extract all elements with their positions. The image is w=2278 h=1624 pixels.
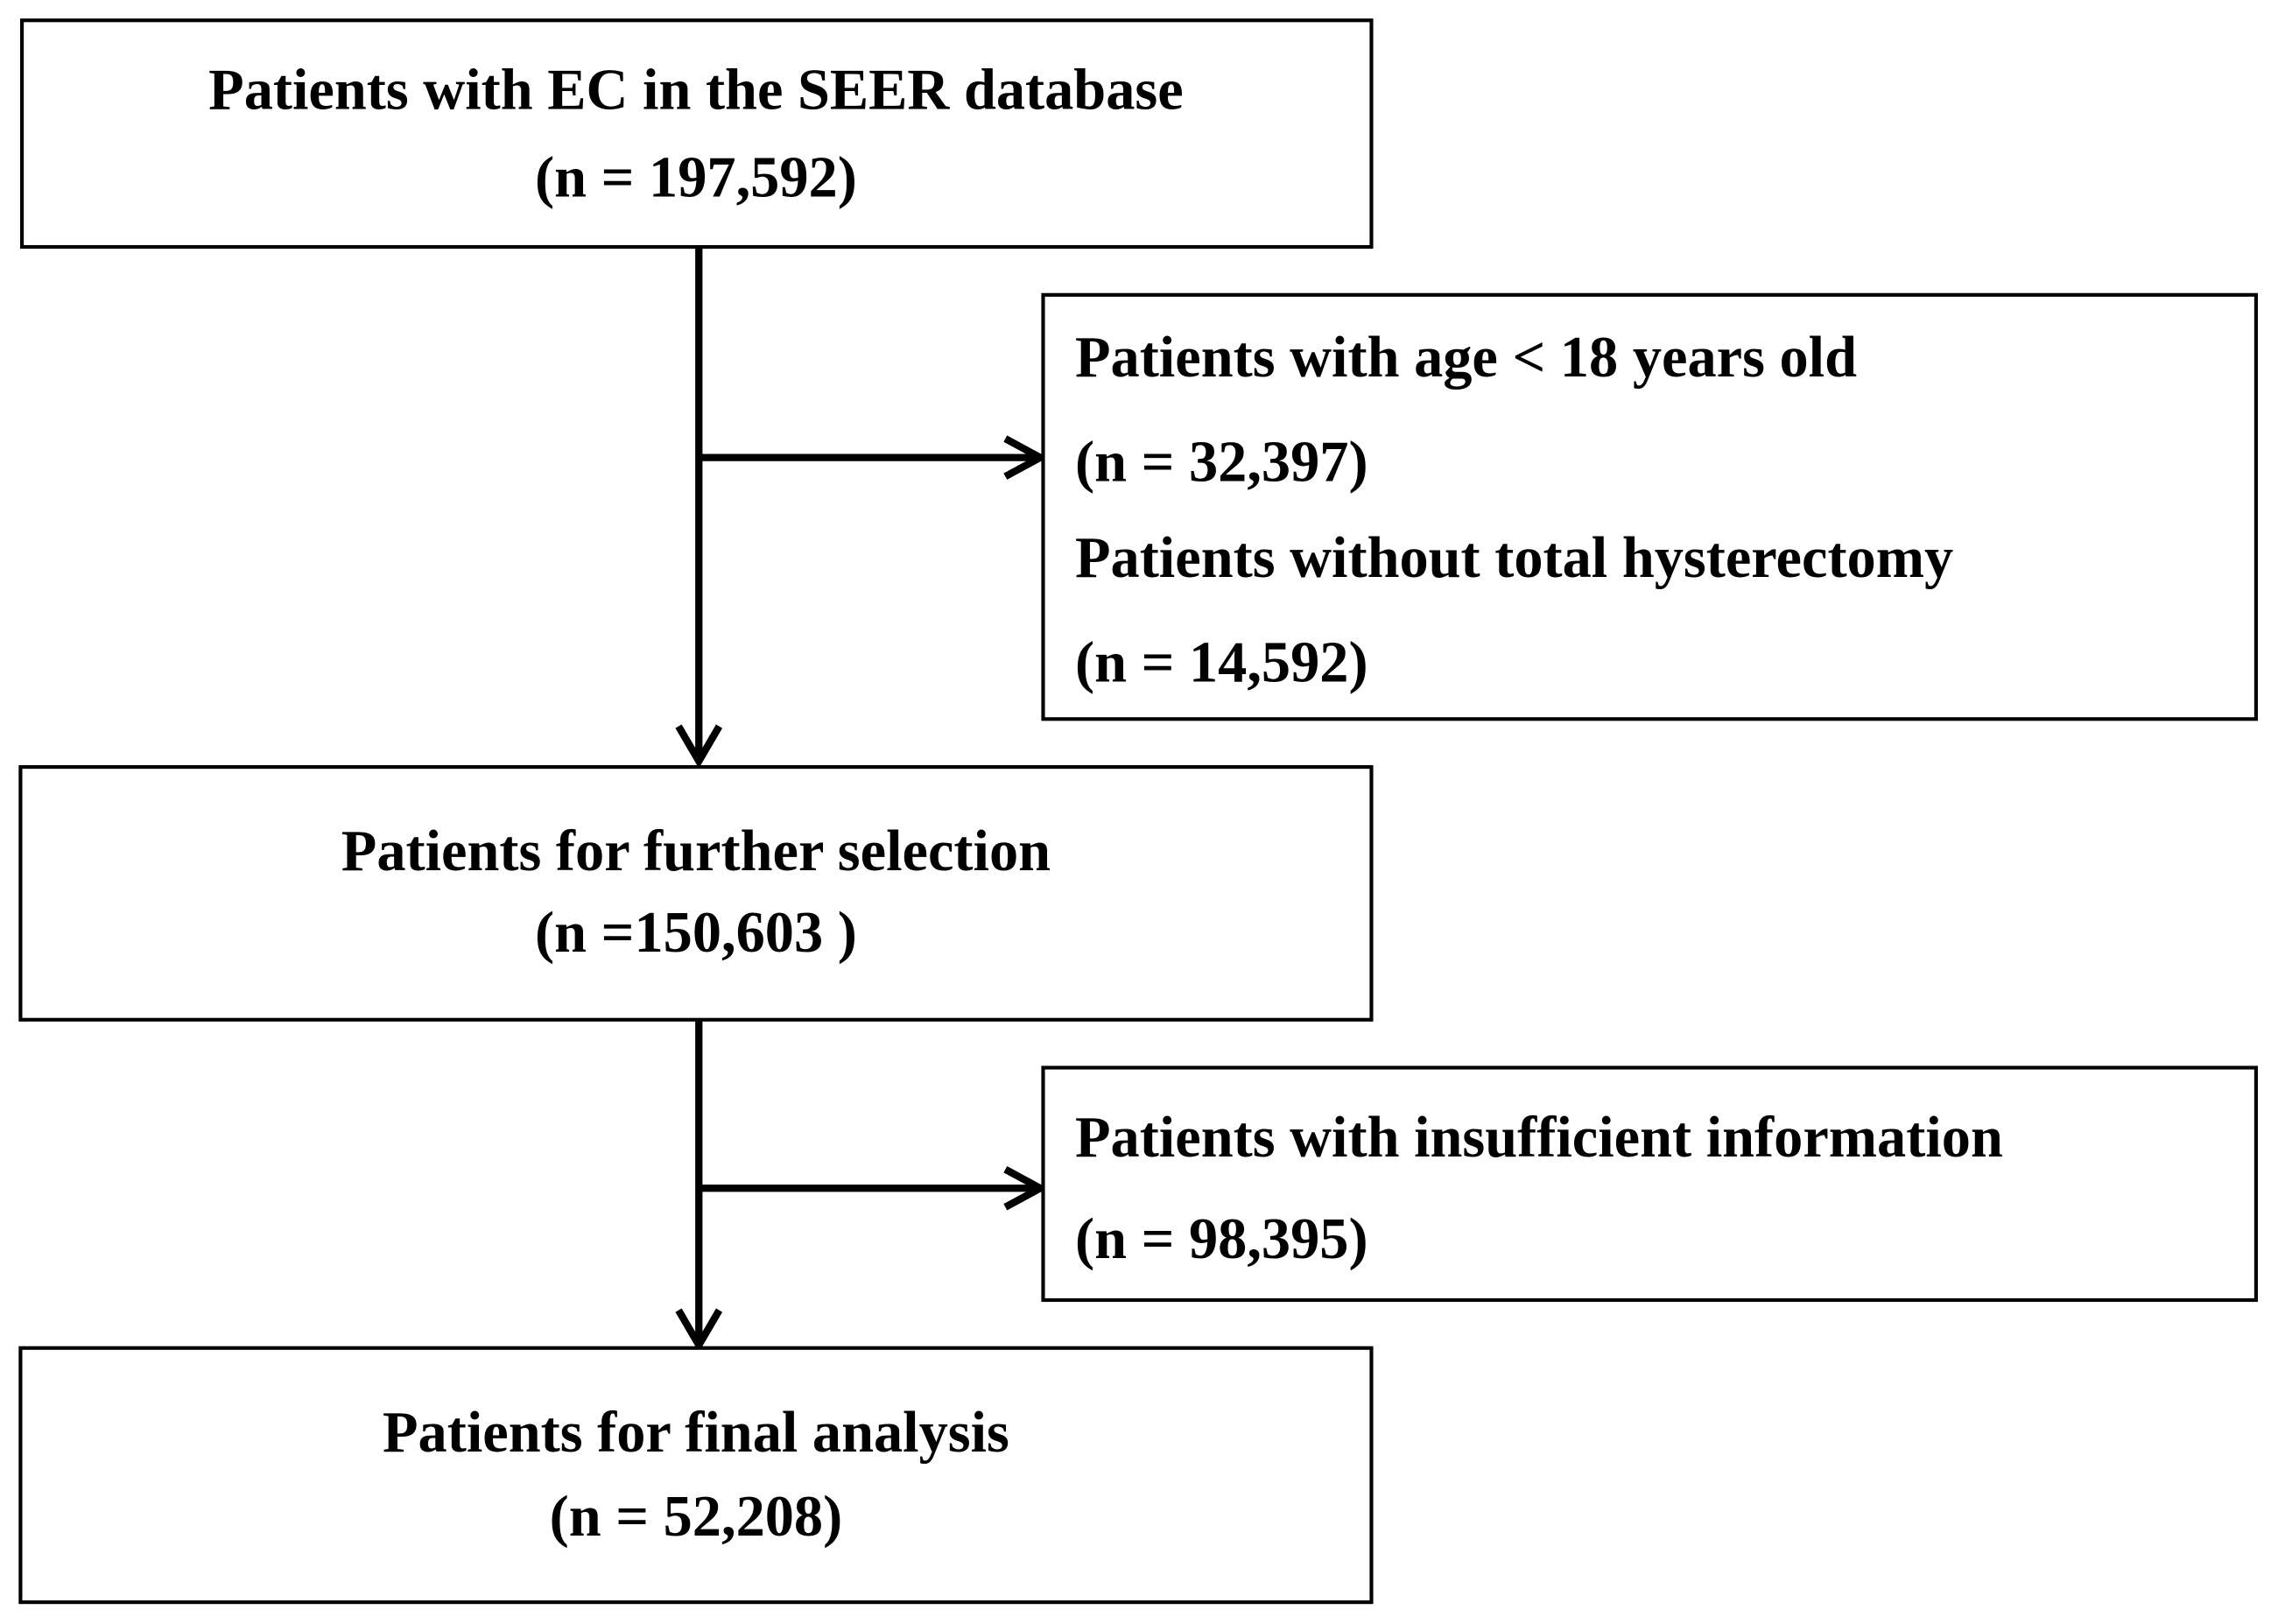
box-text: Patients for further selection — [341, 819, 1051, 883]
box-text: (n = 52,208) — [550, 1485, 843, 1549]
box: Patients with EC in the SEER database (n… — [19, 18, 1374, 250]
box-text: Patients with EC in the SEER database — [208, 59, 1184, 123]
arrowhead — [1003, 435, 1048, 480]
box-text: Patients for final analysis — [383, 1401, 1009, 1465]
box-text: (n = 32,397) — [1075, 431, 1368, 495]
box-text: Patients with insufficient information — [1075, 1106, 2003, 1170]
box-frame — [18, 764, 1374, 1022]
arrowhead — [1003, 1166, 1048, 1211]
arrowhead — [675, 724, 723, 769]
box: Patients for further selection (n =150,6… — [18, 764, 1374, 1022]
box-text: Patients with age < 18 years old — [1075, 326, 1857, 390]
exclusion-box: Patients with insufficient information (… — [1041, 1065, 2259, 1303]
box-frame — [1041, 292, 2259, 721]
box-text: Patients without total hysterectomy — [1075, 526, 1953, 590]
box-text: (n = 98,395) — [1075, 1207, 1368, 1271]
connectors — [675, 247, 1048, 1353]
box-text: (n = 14,592) — [1075, 630, 1368, 694]
box: Patients for final analysis (n = 52,208) — [18, 1346, 1374, 1605]
box-frame — [19, 18, 1374, 250]
box-frame — [18, 1346, 1374, 1605]
exclusion-box: Patients with age < 18 years old (n = 32… — [1041, 292, 2259, 721]
box-text: (n = 197,592) — [535, 145, 857, 209]
box-text: (n =150,603 ) — [535, 901, 857, 965]
arrowhead — [675, 1308, 723, 1353]
box-frame — [1041, 1065, 2259, 1303]
